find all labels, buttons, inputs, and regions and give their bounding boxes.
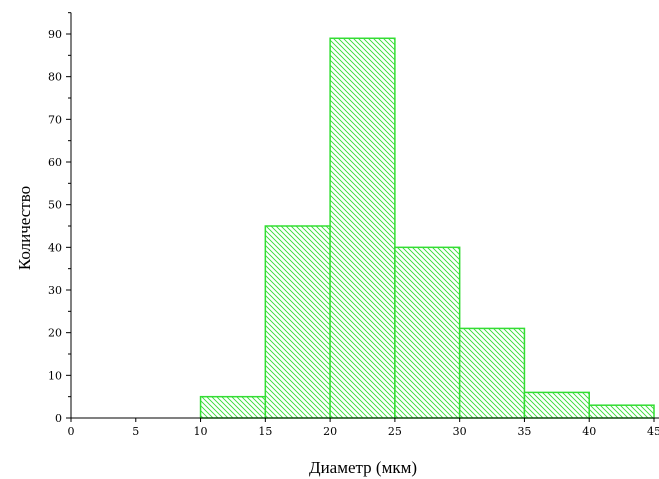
histogram-bar-10-15 bbox=[199, 395, 267, 419]
y-tick-label: 30 bbox=[48, 284, 62, 297]
y-tick-label: 10 bbox=[48, 369, 62, 382]
y-tick-label: 50 bbox=[48, 199, 62, 212]
x-tick-label: 20 bbox=[323, 425, 337, 438]
y-tick-label: 70 bbox=[48, 113, 62, 126]
y-tick-label: 0 bbox=[55, 412, 62, 425]
x-axis-title: Диаметр (мкм) bbox=[309, 458, 417, 477]
y-axis-title: Количество bbox=[15, 186, 34, 270]
x-tick-label: 5 bbox=[132, 425, 139, 438]
x-tick-label: 40 bbox=[582, 425, 596, 438]
y-tick-label: 80 bbox=[48, 71, 62, 84]
bars bbox=[199, 37, 655, 419]
y-axis-ticks: 0 10 20 30 40 50 60 70 80 90 bbox=[48, 12, 71, 425]
histogram-bar-15-20 bbox=[264, 225, 331, 419]
x-tick-label: 35 bbox=[517, 425, 531, 438]
histogram-bar-40-45 bbox=[588, 404, 655, 419]
x-tick-label: 0 bbox=[68, 425, 75, 438]
axes bbox=[70, 12, 659, 419]
y-tick-label: 40 bbox=[48, 241, 62, 254]
x-tick-label: 25 bbox=[388, 425, 402, 438]
histogram-bar-35-40 bbox=[523, 391, 590, 419]
histogram-bar-30-35 bbox=[458, 327, 526, 419]
y-tick-label: 90 bbox=[48, 28, 62, 41]
x-axis-ticks: 0 5 10 15 20 25 30 35 40 45 bbox=[68, 418, 659, 438]
histogram-bar-20-25 bbox=[329, 37, 396, 419]
histogram-bar-25-30 bbox=[394, 246, 461, 419]
x-tick-label: 10 bbox=[194, 425, 208, 438]
x-tick-label: 45 bbox=[647, 425, 659, 438]
y-tick-label: 60 bbox=[48, 156, 62, 169]
y-tick-label: 20 bbox=[48, 327, 62, 340]
x-tick-label: 15 bbox=[258, 425, 272, 438]
x-tick-label: 30 bbox=[453, 425, 467, 438]
